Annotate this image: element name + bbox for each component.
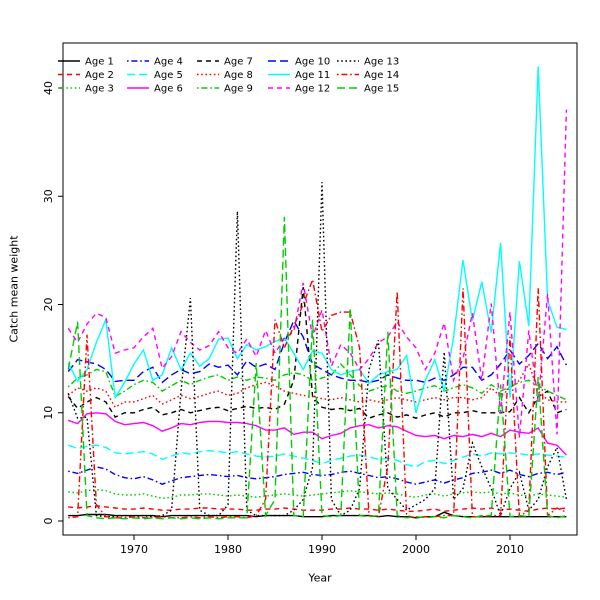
- legend-label-age-9: Age 9: [224, 84, 253, 95]
- legend-label-age-10: Age 10: [295, 57, 330, 68]
- series-line-age-6: [67, 412, 567, 456]
- legend-label-age-5: Age 5: [154, 70, 183, 81]
- legend-item-age-3: Age 3: [58, 84, 114, 95]
- x-tick-label: 2000: [402, 543, 430, 556]
- y-tick-label: 10: [42, 406, 55, 420]
- legend-item-age-6: Age 6: [127, 84, 183, 95]
- legend-item-age-4: Age 4: [127, 57, 183, 68]
- x-tick-label: 1980: [214, 543, 242, 556]
- series-line-age-12: [67, 109, 568, 438]
- x-tick-label: 1990: [308, 543, 336, 556]
- legend-label-age-14: Age 14: [364, 70, 399, 81]
- series-line-age-10: [67, 319, 568, 384]
- legend-item-age-5: Age 5: [127, 70, 183, 81]
- legend-label-age-3: Age 3: [85, 84, 114, 95]
- series-line-age-7: [67, 287, 567, 420]
- legend-item-age-9: Age 9: [197, 84, 253, 95]
- series-line-age-15: [67, 216, 567, 520]
- legend-item-age-7: Age 7: [197, 57, 253, 68]
- legend-label-age-4: Age 4: [154, 57, 183, 68]
- legend-label-age-12: Age 12: [295, 84, 330, 95]
- legend-item-age-2: Age 2: [58, 70, 114, 81]
- legend-label-age-7: Age 7: [224, 57, 253, 68]
- x-tick-label: 1970: [120, 543, 148, 556]
- series-line-age-11: [67, 66, 567, 413]
- y-axis-label: Catch mean weight: [7, 235, 21, 343]
- series-line-age-9: [67, 362, 567, 401]
- legend-label-age-6: Age 6: [154, 84, 183, 95]
- legend-item-age-12: Age 12: [268, 84, 330, 95]
- legend-item-age-1: Age 1: [58, 57, 114, 68]
- legend-label-age-13: Age 13: [364, 57, 399, 68]
- y-tick-label: 20: [42, 298, 55, 312]
- x-axis-label: Year: [308, 571, 332, 585]
- legend-label-age-15: Age 15: [364, 84, 399, 95]
- series-line-age-3: [68, 488, 567, 500]
- y-tick-label: 0: [42, 518, 55, 525]
- legend-item-age-11: Age 11: [268, 70, 330, 81]
- series-line-age-5: [67, 444, 567, 468]
- legend-item-age-15: Age 15: [337, 84, 399, 95]
- plot-border: [62, 42, 578, 536]
- legend-item-age-14: Age 14: [337, 70, 399, 81]
- legend-label-age-2: Age 2: [85, 70, 114, 81]
- legend-label-age-8: Age 8: [224, 70, 253, 81]
- x-tick-label: 2010: [496, 543, 524, 556]
- series-line-age-4: [68, 466, 567, 485]
- y-tick-label: 40: [42, 81, 55, 95]
- series-line-age-13: [67, 182, 568, 518]
- legend-label-age-11: Age 11: [295, 70, 330, 81]
- series-line-age-2: [68, 505, 567, 513]
- series-line-age-8: [67, 362, 567, 409]
- series-line-age-1: [68, 511, 567, 519]
- legend-item-age-8: Age 8: [197, 70, 253, 81]
- legend-item-age-10: Age 10: [268, 57, 330, 68]
- legend-item-age-13: Age 13: [337, 57, 399, 68]
- y-tick-label: 30: [42, 189, 55, 203]
- legend-label-age-1: Age 1: [85, 57, 114, 68]
